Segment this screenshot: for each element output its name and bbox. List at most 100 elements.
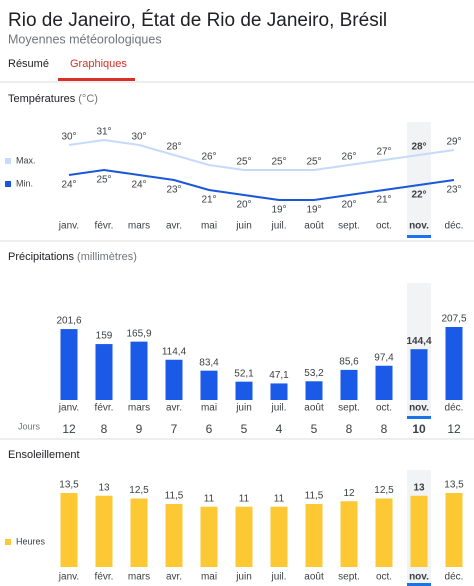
days-value: 9: [136, 422, 143, 436]
month-label: févr.: [95, 403, 114, 414]
value-label: 25°: [236, 157, 251, 168]
value-label: 11,5: [165, 491, 184, 502]
value-label: 25°: [306, 157, 321, 168]
value-label: 47,1: [269, 370, 289, 381]
value-label: 19°: [306, 205, 321, 216]
month-label: mai: [201, 572, 217, 583]
month-label: mars: [128, 572, 150, 583]
value-label: 13,5: [444, 480, 464, 491]
selected-indicator: [407, 583, 431, 586]
month-label: oct.: [376, 403, 392, 414]
legend-swatch: [5, 158, 11, 164]
value-label: 24°: [131, 180, 146, 191]
bar: [235, 506, 253, 567]
bar: [60, 493, 78, 567]
month-label: avr.: [166, 572, 182, 583]
value-label: 52,1: [234, 368, 254, 379]
days-value: 10: [412, 422, 426, 436]
bar: [375, 498, 393, 567]
days-value: 8: [381, 422, 388, 436]
value-label: 21°: [376, 195, 391, 206]
value-label: 28°: [166, 142, 181, 153]
value-label: 144,4: [406, 336, 431, 347]
section-title: Précipitations (millimètres): [8, 251, 137, 263]
value-label: 11: [274, 493, 285, 504]
month-label: févr.: [95, 221, 114, 232]
month-label: déc.: [445, 221, 464, 232]
tab-active[interactable]: Graphiques: [70, 58, 127, 70]
month-label: nov.: [409, 572, 429, 583]
days-value: 5: [241, 422, 248, 436]
value-label: 97,4: [374, 352, 394, 363]
value-label: 12,5: [374, 485, 394, 496]
section-title: Ensoleillement: [8, 449, 80, 461]
bar: [95, 344, 113, 400]
days-value: 12: [62, 422, 76, 436]
selected-column: [407, 122, 431, 238]
value-label: 114,4: [162, 346, 187, 357]
section-title-text: Précipitations: [8, 251, 75, 263]
legend-swatch: [5, 181, 11, 187]
bar: [410, 349, 428, 400]
tab[interactable]: Résumé: [8, 58, 49, 70]
bar: [165, 503, 183, 567]
month-label: mai: [201, 403, 217, 414]
legend-label: Heures: [16, 536, 46, 546]
subtitle: Moyennes météorologiques: [8, 32, 162, 46]
value-label: 20°: [341, 200, 356, 211]
value-label: 207,5: [441, 314, 466, 325]
bar: [165, 359, 183, 400]
value-label: 165,9: [126, 328, 151, 339]
section-title-text: Températures: [8, 93, 76, 105]
bar: [130, 341, 148, 400]
unit: (°C): [78, 93, 98, 105]
value-label: 12,5: [129, 485, 149, 496]
value-label: 26°: [201, 152, 216, 163]
month-label: janv.: [58, 403, 79, 414]
month-label: juin: [235, 403, 252, 414]
days-value: 8: [346, 422, 353, 436]
value-label: 30°: [131, 132, 146, 143]
month-label: juin: [235, 221, 252, 232]
month-label: sept.: [338, 221, 360, 232]
month-label: déc.: [445, 572, 464, 583]
month-label: oct.: [376, 572, 392, 583]
value-label: 24°: [61, 180, 76, 191]
bar: [410, 495, 428, 567]
value-label: 13: [98, 482, 110, 493]
value-label: 83,4: [199, 357, 219, 368]
month-label: juil.: [270, 221, 286, 232]
bar: [340, 501, 358, 567]
month-label: avr.: [166, 221, 182, 232]
month-label: sept.: [338, 403, 360, 414]
bar: [340, 369, 358, 400]
value-label: 13,5: [59, 480, 79, 491]
bar: [130, 498, 148, 567]
month-label: août: [304, 572, 324, 583]
bar: [200, 506, 218, 567]
month-label: août: [304, 403, 324, 414]
value-label: 23°: [446, 185, 461, 196]
value-label: 12: [343, 488, 355, 499]
days-value: 4: [276, 422, 283, 436]
bar: [305, 381, 323, 400]
value-label: 11,5: [305, 491, 324, 502]
month-label: oct.: [376, 221, 392, 232]
month-label: juin: [235, 572, 252, 583]
value-label: 11: [204, 493, 215, 504]
bar: [60, 329, 78, 400]
legend-swatch: [5, 539, 11, 545]
value-label: 31°: [96, 127, 111, 138]
bar: [270, 506, 288, 567]
month-label: mars: [128, 403, 150, 414]
value-label: 28°: [411, 142, 426, 153]
days-value: 8: [101, 422, 108, 436]
value-label: 159: [96, 331, 113, 342]
bar: [375, 365, 393, 400]
value-label: 27°: [376, 147, 391, 158]
days-value: 5: [311, 422, 318, 436]
month-label: déc.: [445, 403, 464, 414]
selected-indicator: [407, 416, 431, 419]
bar: [200, 370, 218, 400]
value-label: 53,2: [304, 368, 324, 379]
